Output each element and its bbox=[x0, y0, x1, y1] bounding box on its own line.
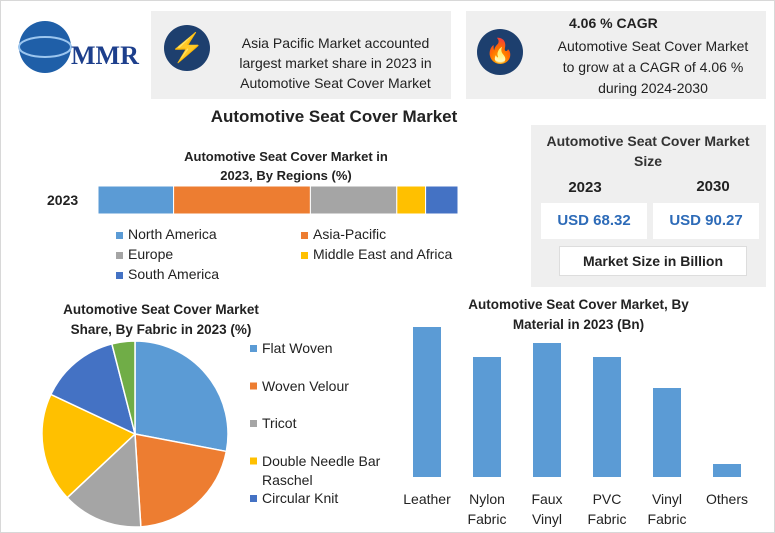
size-note: Market Size in Billion bbox=[559, 246, 747, 276]
legend-swatch bbox=[250, 420, 257, 427]
legend-swatch bbox=[116, 272, 123, 279]
bar-segment bbox=[425, 185, 459, 215]
pie-slice bbox=[49, 343, 137, 436]
pie-slice bbox=[134, 340, 229, 453]
legend-swatch bbox=[250, 495, 257, 502]
legend-swatch bbox=[250, 457, 257, 465]
market-size-title: Automotive Seat Cover Market Size bbox=[546, 133, 750, 169]
bolt-icon: ⚡ bbox=[164, 25, 210, 71]
main-title: Automotive Seat Cover Market bbox=[210, 107, 458, 126]
bar-segment bbox=[396, 185, 427, 215]
bar bbox=[413, 327, 441, 477]
bar-segment bbox=[97, 185, 175, 215]
chart-title: Automotive Seat Cover Market, By Materia… bbox=[468, 297, 689, 332]
logo-globe bbox=[19, 21, 71, 73]
legend-label: North America bbox=[128, 226, 217, 242]
legend-label: Double Needle Bar Raschel bbox=[262, 452, 381, 488]
cagr-title: 4.06 % CAGR bbox=[569, 15, 658, 31]
flame-icon: 🔥 bbox=[477, 29, 523, 75]
pie-slice bbox=[134, 433, 228, 528]
logo-ring bbox=[18, 36, 72, 58]
legend-label: Tricot bbox=[262, 415, 297, 431]
legend-swatch bbox=[301, 232, 308, 239]
size-value: USD 68.32 bbox=[541, 203, 647, 239]
legend-swatch bbox=[116, 252, 123, 259]
x-tick-label: Vinyl Fabric bbox=[647, 491, 687, 527]
legend-label: Asia-Pacific bbox=[313, 226, 387, 242]
legend-label: South America bbox=[128, 266, 220, 282]
chart-title: Automotive Seat Cover Market Share, By F… bbox=[63, 302, 259, 337]
bar bbox=[653, 388, 681, 477]
legend-label: Flat Woven bbox=[262, 340, 333, 356]
bar bbox=[473, 357, 501, 477]
legend-label: Woven Velour bbox=[262, 377, 349, 394]
bar-segment bbox=[173, 185, 311, 215]
legend-label: Middle East and Africa bbox=[313, 246, 453, 262]
info-text: Automotive Seat Cover Market to grow at … bbox=[557, 38, 749, 96]
year: 2023 bbox=[568, 179, 602, 196]
legend-swatch bbox=[250, 382, 257, 390]
pie-slice bbox=[41, 393, 137, 499]
bar bbox=[533, 343, 561, 477]
chart-title: Automotive Seat Cover Market in 2023, By… bbox=[184, 149, 388, 183]
legend-swatch bbox=[116, 232, 123, 239]
x-tick-label: PVC Fabric bbox=[587, 491, 627, 527]
info-text: Asia Pacific Market accounted largest ma… bbox=[239, 35, 432, 91]
bar-segment bbox=[309, 185, 398, 215]
year: 2030 bbox=[696, 178, 730, 195]
x-tick-label: Nylon Fabric bbox=[467, 491, 507, 527]
category-label: 2023 bbox=[47, 192, 79, 208]
logo-text: MMR bbox=[71, 41, 139, 70]
pie-slice bbox=[110, 340, 136, 435]
size-value: USD 90.27 bbox=[653, 203, 759, 239]
x-tick-label: Faux Vinyl bbox=[531, 491, 563, 527]
legend-swatch bbox=[301, 252, 308, 259]
x-tick-label: Leather bbox=[403, 491, 451, 507]
pie-slice bbox=[66, 432, 142, 528]
x-tick-label: Others bbox=[705, 491, 748, 507]
bar bbox=[593, 357, 621, 477]
legend-label: Europe bbox=[128, 246, 174, 262]
bar bbox=[713, 464, 741, 477]
legend-label: Circular Knit bbox=[262, 490, 339, 506]
legend-swatch bbox=[250, 345, 257, 352]
